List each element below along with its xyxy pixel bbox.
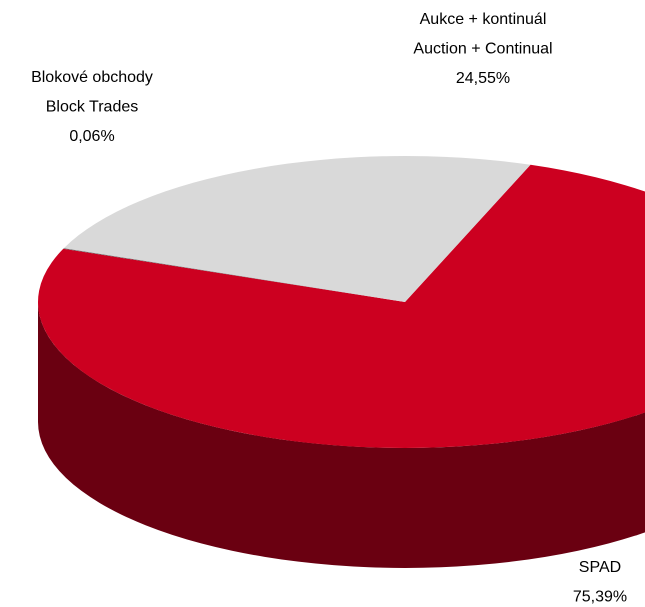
pie-slice [38,164,645,448]
slice-label: Aukce + kontinuál [420,11,547,28]
slice-label: Block Trades [46,99,138,116]
value-label: 75,39% [573,589,627,606]
pie-slice [63,248,405,302]
slice-label: Blokové obchody [31,69,153,86]
pie-side [38,302,645,568]
value-label: 0,06% [69,128,114,145]
pie-slice [63,156,531,302]
slice-label: SPAD [579,559,621,576]
value-label: 24,55% [456,70,510,87]
slice-label: Auction + Continual [413,41,552,58]
